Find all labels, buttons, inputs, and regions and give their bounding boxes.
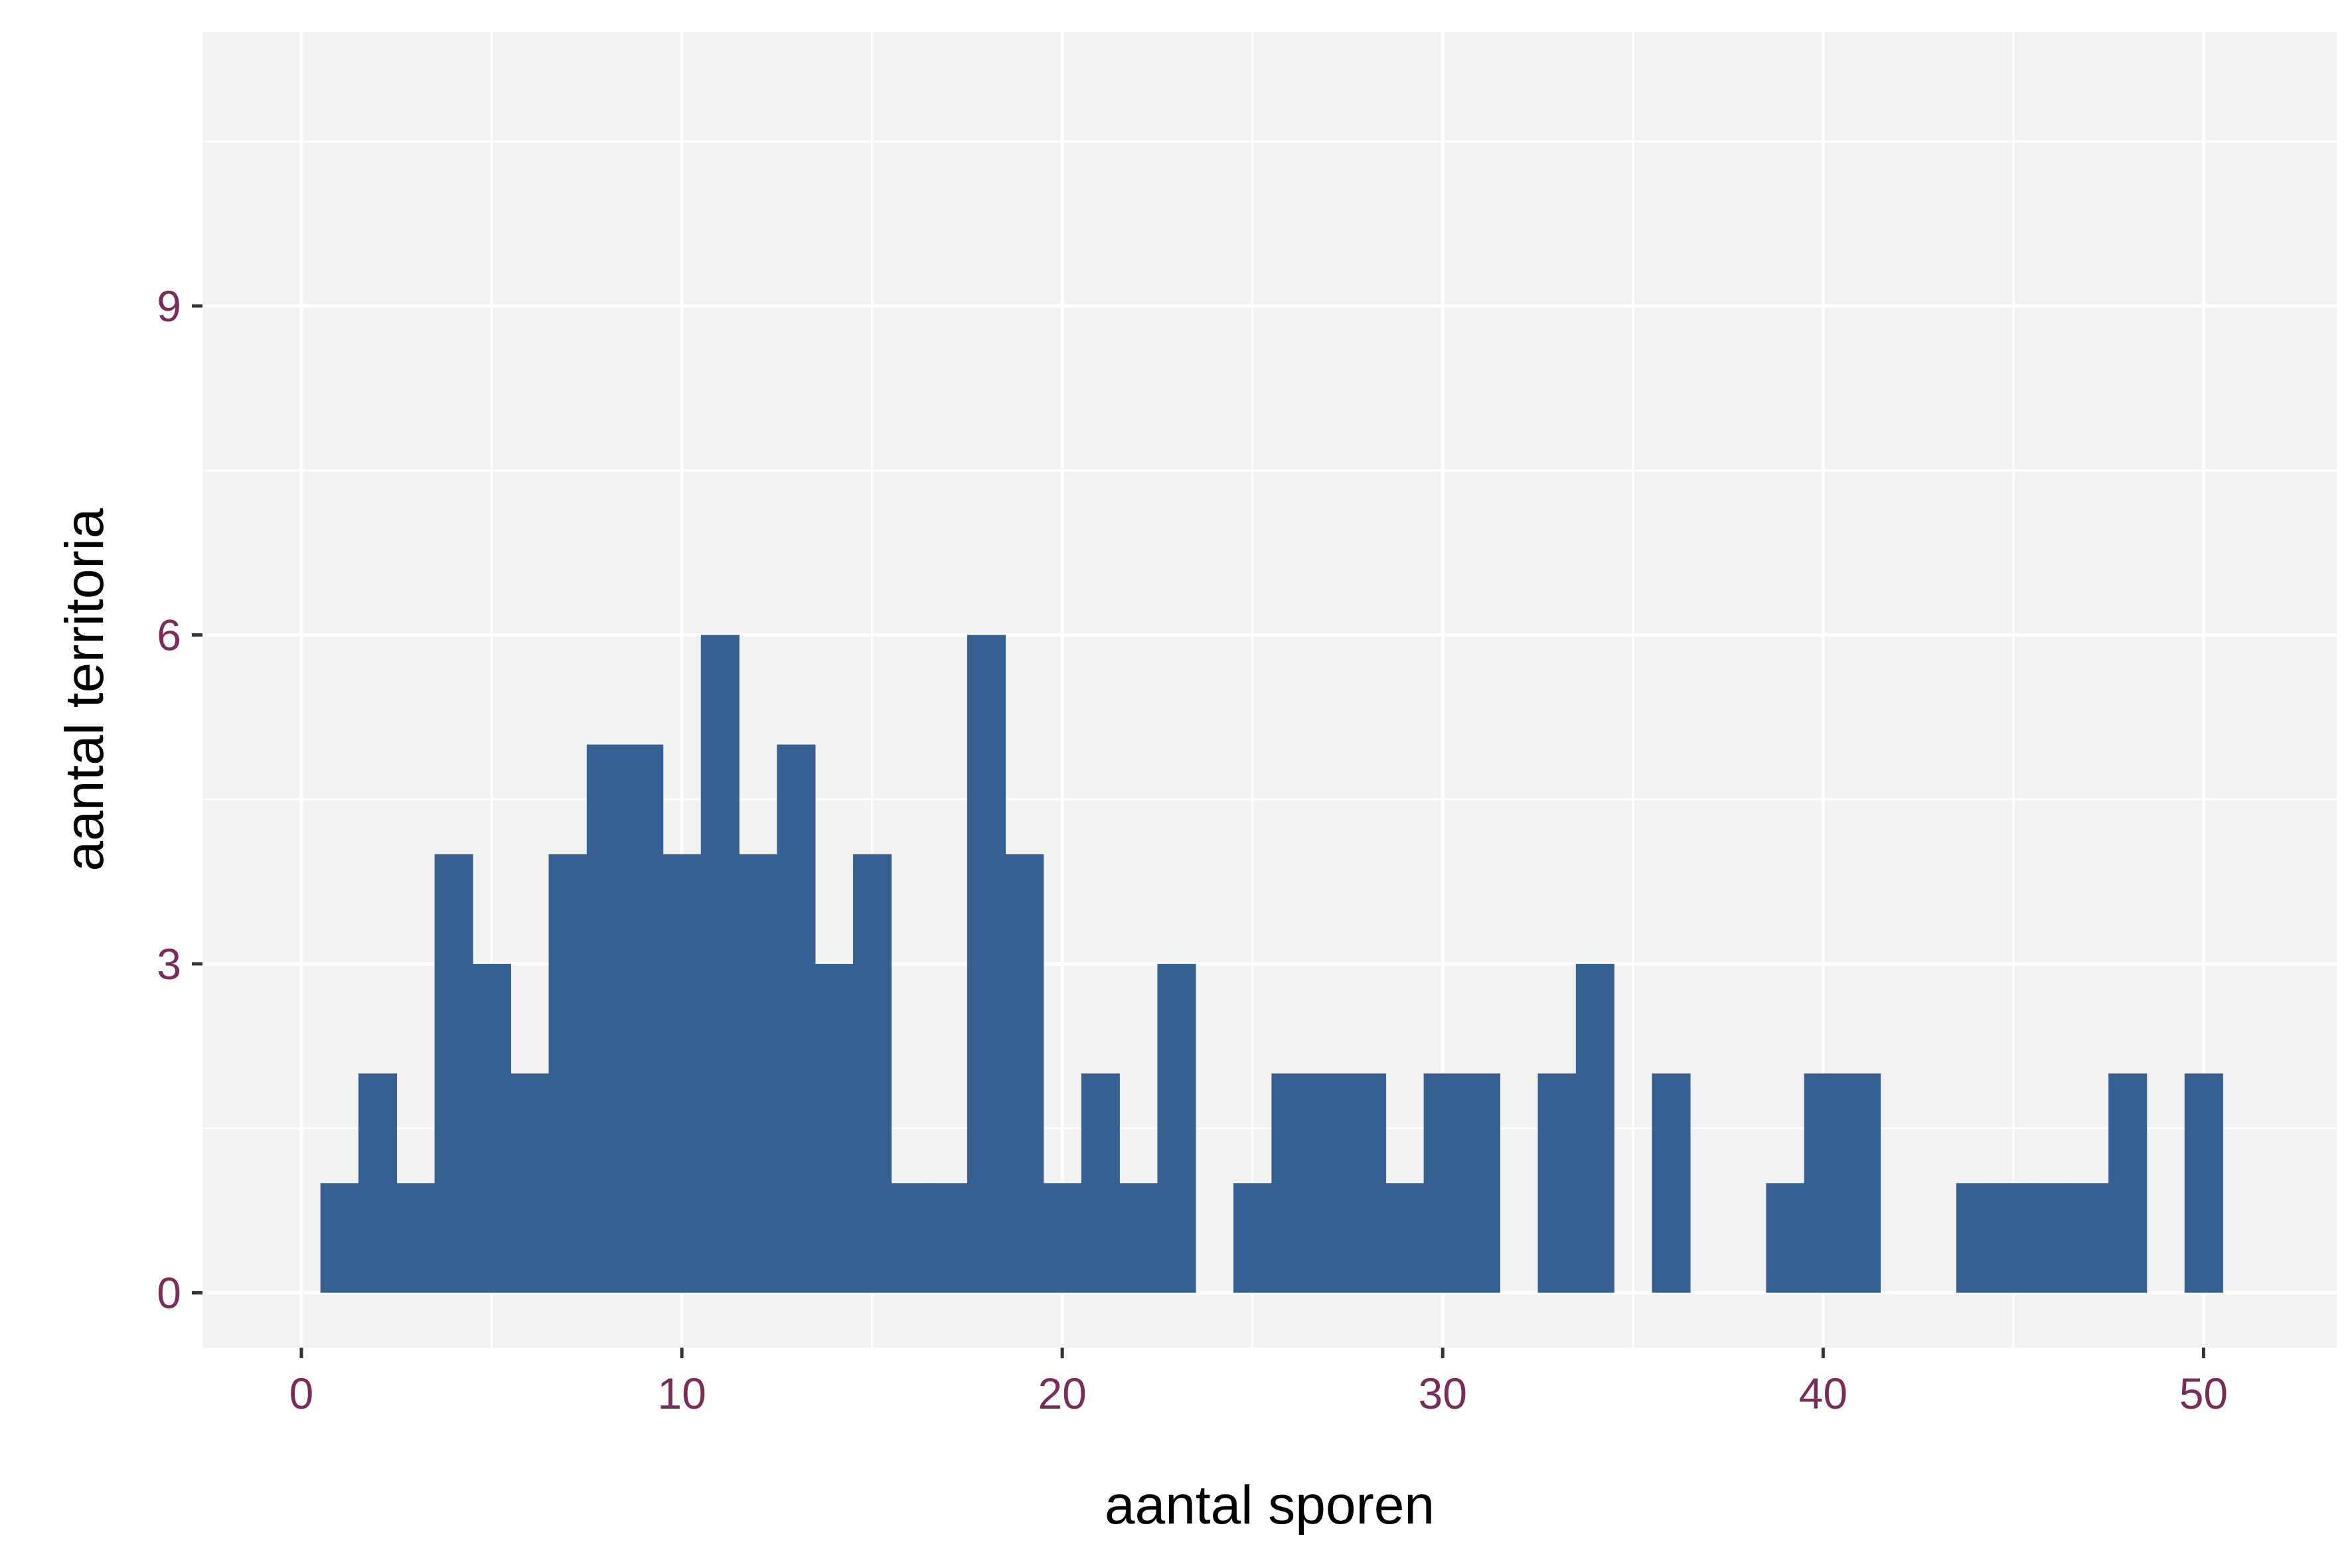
minor-gridlines	[202, 32, 2337, 1348]
x-tick-label: 10	[657, 1369, 706, 1418]
histogram-bar	[967, 635, 1006, 1293]
histogram-bar	[1043, 1183, 1082, 1293]
histogram-bar	[815, 963, 854, 1293]
histogram-bar	[358, 1073, 398, 1293]
histogram-bar	[548, 854, 588, 1293]
y-tick-label: 3	[157, 939, 181, 988]
x-tick-label: 0	[289, 1369, 314, 1418]
histogram-bar	[1271, 1073, 1310, 1293]
histogram-bars	[320, 635, 2223, 1293]
histogram-bar	[510, 1073, 550, 1293]
histogram-bar	[1842, 1073, 1881, 1293]
histogram-bar	[700, 635, 740, 1293]
x-tick-label: 20	[1038, 1369, 1086, 1418]
x-axis: 0 10 20 30 40 50	[289, 1348, 2228, 1418]
y-axis: 0 3 6 9	[157, 281, 202, 1317]
histogram-bar	[777, 744, 816, 1293]
histogram-bar	[1385, 1183, 1425, 1293]
histogram-bar	[1005, 854, 1044, 1293]
histogram-bar	[1804, 1073, 1843, 1293]
histogram-bar	[625, 744, 664, 1293]
histogram-bar	[1081, 1073, 1120, 1293]
histogram-bar	[434, 854, 473, 1293]
x-tick-label: 50	[2179, 1369, 2228, 1418]
histogram-bar	[1575, 963, 1614, 1293]
histogram-bar	[1309, 1073, 1348, 1293]
y-tick-label: 0	[157, 1268, 181, 1317]
y-tick-label: 6	[157, 610, 181, 659]
histogram-bar	[739, 854, 778, 1293]
x-tick-label: 30	[1419, 1369, 1467, 1418]
histogram-bar	[2032, 1183, 2071, 1293]
histogram-bar	[1652, 1073, 1691, 1293]
y-tick-label: 9	[157, 281, 181, 331]
histogram-bar	[396, 1183, 435, 1293]
x-axis-title: aantal sporen	[1105, 1475, 1435, 1535]
histogram-bar	[1994, 1183, 2033, 1293]
histogram-bar	[1157, 963, 1196, 1293]
histogram-bar	[1537, 1073, 1577, 1293]
histogram-bar	[663, 854, 702, 1293]
histogram-bar	[472, 963, 511, 1293]
histogram-bar	[1766, 1183, 1805, 1293]
histogram-bar	[1461, 1073, 1501, 1293]
histogram-bar	[320, 1183, 359, 1293]
histogram-bar	[2184, 1073, 2223, 1293]
histogram-bar	[929, 1183, 968, 1293]
y-axis-title: aantal territoria	[54, 508, 115, 871]
histogram-bar	[1423, 1073, 1462, 1293]
histogram-bar	[1119, 1183, 1158, 1293]
histogram-bar	[1233, 1183, 1273, 1293]
histogram-bar	[1956, 1183, 1996, 1293]
x-tick-label: 40	[1799, 1369, 1847, 1418]
histogram-bar	[586, 744, 625, 1293]
histogram-bar	[891, 1183, 930, 1293]
histogram-bar	[852, 854, 892, 1293]
histogram-bar	[1347, 1073, 1387, 1293]
histogram-bar	[2108, 1073, 2148, 1293]
histogram-bar	[2070, 1183, 2109, 1293]
